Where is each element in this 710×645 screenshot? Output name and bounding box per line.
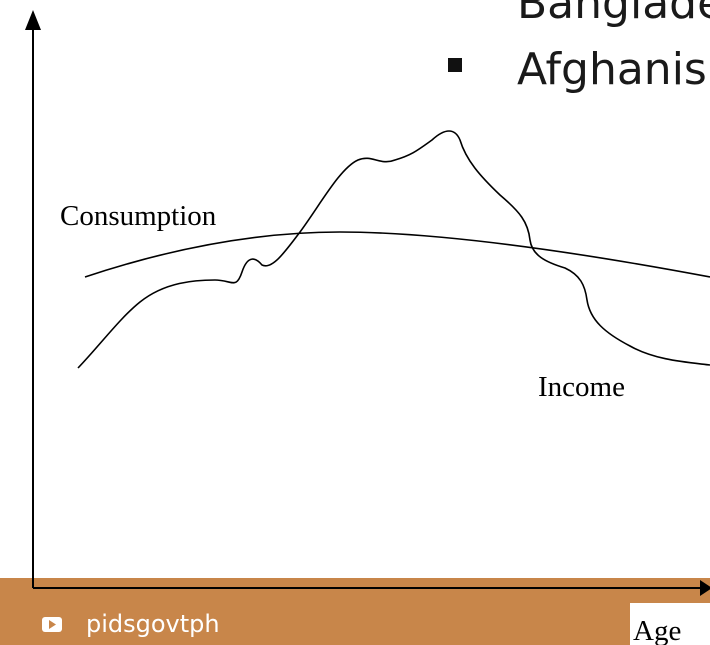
footer-channel: pidsgovtph <box>86 610 220 638</box>
x-axis-label: Age <box>633 615 681 645</box>
bullet-text: Banglade <box>517 0 710 29</box>
consumption-curve <box>84 231 710 278</box>
income-label: Income <box>538 371 625 403</box>
footer-bar <box>0 578 710 645</box>
x-axis-label-box <box>630 603 710 645</box>
youtube-icon-play <box>49 620 56 629</box>
consumption-label: Consumption <box>60 200 217 232</box>
x-axis-arrow <box>700 580 710 596</box>
y-axis-arrow <box>25 10 41 30</box>
bullet-marker <box>448 58 462 72</box>
income-curve <box>77 130 710 369</box>
bullet-text: Afghanis <box>517 44 707 95</box>
